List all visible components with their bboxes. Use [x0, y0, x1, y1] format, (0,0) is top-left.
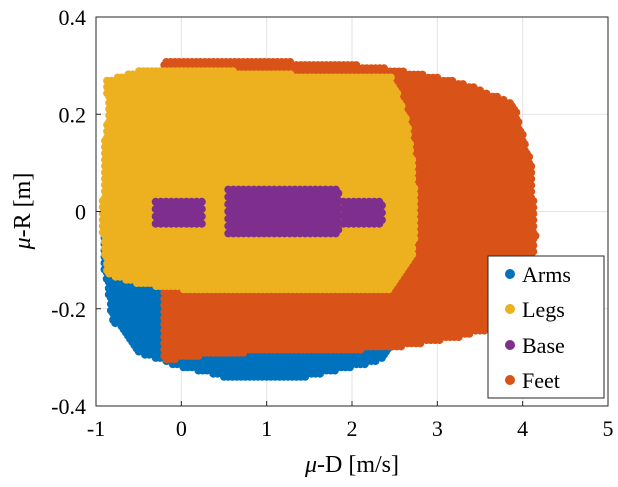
data-layer: [99, 58, 540, 381]
